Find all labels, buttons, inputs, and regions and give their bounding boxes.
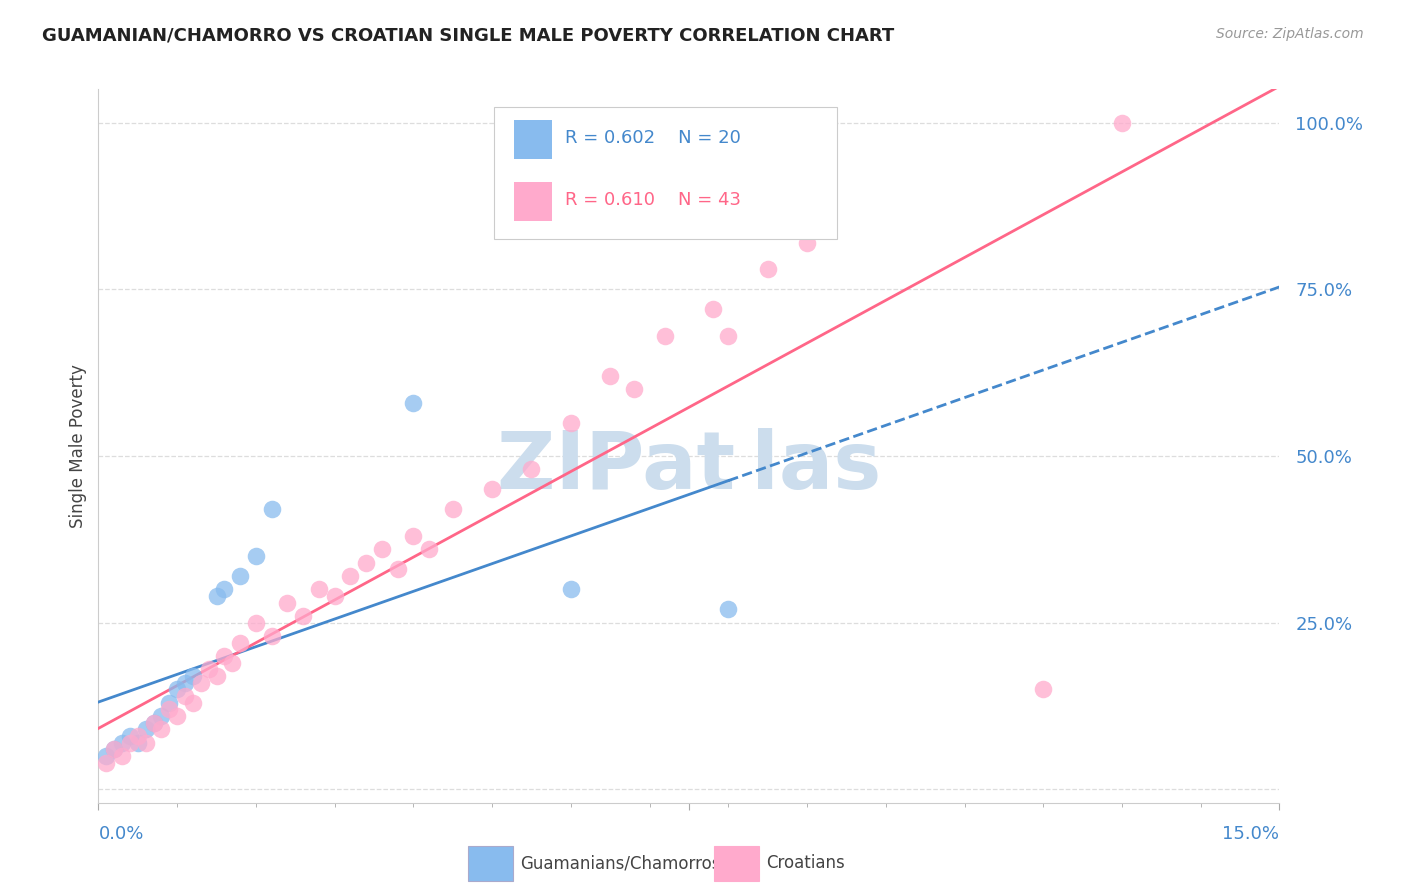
Point [308, 582, 330, 597]
Point [103, 742, 125, 756]
Point [111, 736, 134, 750]
Point [157, 702, 180, 716]
Text: ZIPat las: ZIPat las [496, 428, 882, 507]
Point [276, 596, 298, 610]
Point [560, 416, 582, 430]
Point [181, 669, 204, 683]
Point [1032, 682, 1054, 697]
Point [796, 235, 818, 250]
Point [135, 736, 157, 750]
Bar [515, 182, 553, 221]
Point [520, 462, 543, 476]
Point [157, 696, 180, 710]
Point [181, 696, 204, 710]
Point [166, 709, 188, 723]
Point [323, 589, 346, 603]
Text: R = 0.602    N = 20: R = 0.602 N = 20 [565, 128, 741, 146]
Point [96, 749, 118, 764]
Point [717, 329, 740, 343]
Point [245, 549, 267, 563]
Point [245, 615, 267, 630]
Point [623, 382, 645, 396]
Text: 0.0%: 0.0% [98, 825, 143, 843]
Point [702, 302, 724, 317]
Text: 15.0%: 15.0% [1222, 825, 1279, 843]
Point [371, 542, 394, 557]
Text: Guamanians/Chamorros: Guamanians/Chamorros [520, 855, 721, 872]
Point [292, 609, 315, 624]
Point [387, 562, 409, 576]
Point [260, 502, 283, 516]
Point [418, 542, 440, 557]
Point [756, 262, 779, 277]
Point [654, 329, 676, 343]
Point [127, 729, 149, 743]
Point [1111, 115, 1133, 129]
Point [221, 656, 243, 670]
Point [118, 729, 141, 743]
Point [717, 602, 740, 616]
Point [402, 395, 425, 409]
Text: R = 0.610    N = 43: R = 0.610 N = 43 [565, 191, 741, 209]
Point [197, 662, 219, 676]
Point [205, 669, 228, 683]
Point [174, 689, 197, 703]
Point [142, 715, 165, 730]
Point [174, 675, 197, 690]
Point [118, 736, 141, 750]
Point [481, 483, 503, 497]
Point [441, 502, 464, 516]
FancyBboxPatch shape [494, 107, 837, 239]
Point [214, 649, 236, 664]
Point [214, 582, 236, 597]
Point [190, 675, 212, 690]
Point [354, 556, 377, 570]
Point [150, 709, 173, 723]
Point [166, 682, 188, 697]
Point [599, 368, 621, 383]
Point [96, 756, 118, 770]
Point [142, 715, 165, 730]
Point [229, 636, 252, 650]
Point [229, 569, 252, 583]
Point [205, 589, 228, 603]
Point [127, 736, 149, 750]
Text: GUAMANIAN/CHAMORRO VS CROATIAN SINGLE MALE POVERTY CORRELATION CHART: GUAMANIAN/CHAMORRO VS CROATIAN SINGLE MA… [42, 27, 894, 45]
Point [260, 629, 283, 643]
Point [111, 749, 134, 764]
Point [103, 742, 125, 756]
Point [402, 529, 425, 543]
Point [135, 723, 157, 737]
Point [150, 723, 173, 737]
Y-axis label: Single Male Poverty: Single Male Poverty [69, 364, 87, 528]
Text: Source: ZipAtlas.com: Source: ZipAtlas.com [1216, 27, 1364, 41]
Point [339, 569, 361, 583]
Point [560, 582, 582, 597]
Text: Croatians: Croatians [766, 855, 845, 872]
Bar [515, 120, 553, 159]
